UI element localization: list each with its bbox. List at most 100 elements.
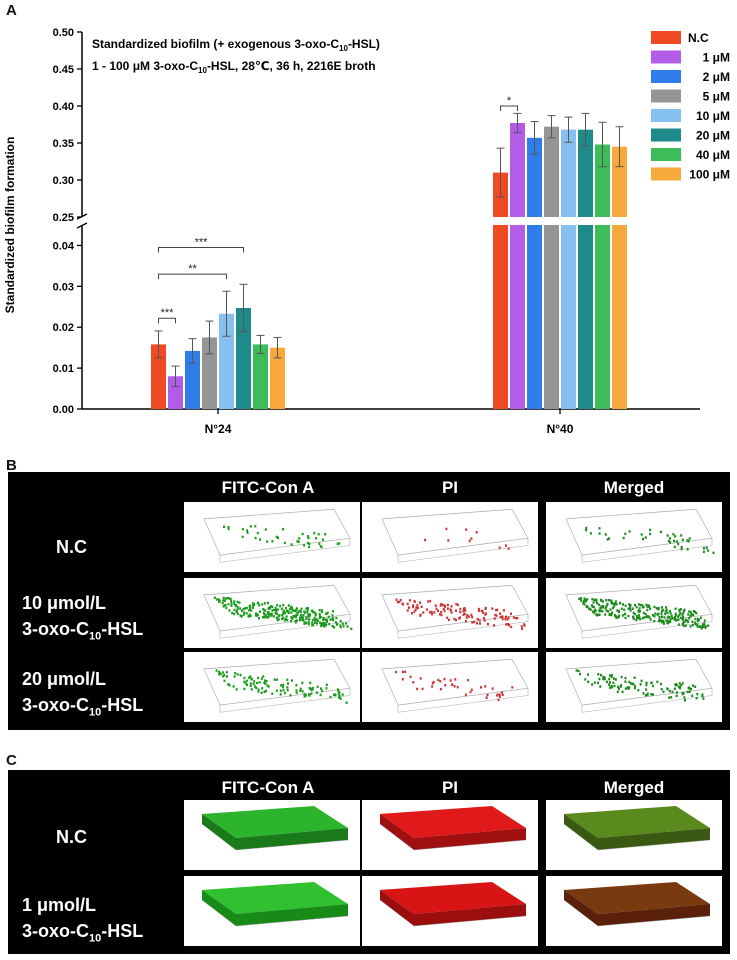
panel-letter-a: A [6, 2, 17, 19]
y-tick-label: 0.03 [53, 281, 74, 293]
legend-label: 5 μM [703, 90, 730, 104]
micrograph-c-r1-c2 [362, 800, 538, 870]
micrograph-b-r3-c2 [362, 652, 538, 722]
bar [595, 225, 610, 409]
panel-c-micrographs: FITC-Con A PI Merged N.C 1 μmol/L 3-oxo-… [8, 770, 730, 954]
legend-label: 1 μM [703, 51, 730, 65]
legend-swatch [651, 167, 681, 181]
legend-label: 10 μM [696, 109, 730, 123]
bar [493, 225, 508, 409]
legend-swatch [651, 70, 681, 83]
legend-swatch [651, 50, 681, 64]
bar [168, 376, 183, 409]
bar [544, 126, 559, 217]
micrograph-b-r2-c2 [362, 578, 538, 648]
panel-c-col-fitc: FITC-Con A [221, 778, 315, 797]
micrograph-b-r1-c1 [184, 502, 360, 572]
bar [544, 225, 559, 409]
y-tick-label: 0.50 [53, 27, 74, 39]
legend-label: 20 μM [696, 129, 730, 143]
bar [578, 129, 593, 217]
significance-bracket [158, 273, 227, 280]
panel-b-row-nc: N.C [56, 537, 87, 557]
legend-label: 40 μM [696, 148, 730, 162]
legend-label: 2 μM [703, 70, 730, 84]
micrograph-b-r1-c2 [362, 502, 538, 572]
panel-letter-c: C [6, 752, 17, 769]
x-tick-label: N°40 [547, 422, 574, 436]
legend-label: 100 μM [689, 168, 730, 182]
legend-swatch [651, 148, 681, 161]
y-tick-label: 0.04 [53, 240, 75, 252]
bar [510, 123, 525, 217]
y-tick-label: 0.02 [53, 322, 74, 334]
bar [612, 225, 627, 409]
bar [253, 344, 268, 409]
significance-bracket [158, 246, 244, 253]
bar [561, 225, 576, 409]
panel-c-row-nc: N.C [56, 827, 87, 847]
y-tick-label: 0.30 [53, 175, 74, 187]
x-tick-label: N°24 [205, 422, 232, 436]
significance-label: *** [195, 236, 209, 248]
y-tick-label: 0.40 [53, 101, 74, 113]
chart-legend: N.C 1 μM 2 μM 5 μM 10 μM 20 μM 40 μM 100 μM [651, 31, 730, 182]
significance-label: *** [161, 307, 175, 319]
bar [219, 313, 234, 409]
chart-bars [151, 112, 627, 409]
legend-swatch [651, 89, 681, 103]
micrograph-b-r1-c3 [546, 502, 722, 572]
bar [185, 350, 200, 409]
y-tick-label: 0.01 [53, 363, 74, 375]
panel-b-col-pi: PI [441, 478, 459, 497]
annotation-line-2: 1 - 100 μM 3-oxo-C10-HSL, 28℃, 36 h, 221… [92, 59, 376, 75]
y-tick-label: 0.35 [53, 138, 74, 150]
bar [510, 225, 525, 409]
bar [151, 344, 166, 409]
bar [561, 129, 576, 217]
chart-axes: 0.00 0.01 0.02 0.03 0.04 0.25 0.30 0.35 0.40 0.45… [53, 27, 700, 436]
micrograph-c-r2-c3 [546, 876, 722, 946]
bar-chart: 0.00 0.01 0.02 0.03 0.04 0.25 0.30 0.35 0.40 0.45… [3, 27, 730, 436]
panel-letter-b: B [6, 457, 17, 474]
legend-swatch [651, 31, 681, 44]
micrograph-c-r2-c1 [184, 876, 360, 946]
bar [527, 225, 542, 409]
micrograph-b-r3-c3 [546, 652, 722, 722]
bar [612, 146, 627, 217]
micrograph-b-r3-c1 [184, 652, 360, 722]
panel-b-micrographs: FITC-Con A PI Merged N.C 10 μmol/L 3-oxo… [8, 472, 730, 730]
bar [527, 137, 542, 217]
micrograph-c-r2-c2 [362, 876, 538, 946]
y-tick-label: 0.00 [53, 404, 74, 416]
significance-bracket [500, 105, 518, 111]
bar [202, 337, 217, 409]
micrograph-b-r2-c3 [546, 578, 722, 648]
y-tick-label: 0.45 [53, 64, 74, 76]
significance-label: ** [188, 263, 197, 275]
bar [236, 308, 251, 409]
panel-b-row-20: 20 μmol/L 3-oxo-C10-HSL [22, 669, 144, 719]
micrograph-b-r2-c1 [184, 578, 360, 648]
y-axis-label: Standardized biofilm formation [3, 137, 17, 314]
panel-c-col-pi: PI [441, 778, 459, 797]
panel-b-row-10: 10 μmol/L 3-oxo-C10-HSL [22, 593, 144, 643]
legend-label: N.C [688, 31, 709, 45]
panel-b-col-merged: Merged [603, 478, 665, 497]
legend-swatch [651, 128, 681, 142]
legend-swatch [651, 109, 681, 122]
bar [270, 347, 285, 409]
significance-markers: ********* [158, 95, 518, 324]
panel-c-row-1: 1 μmol/L 3-oxo-C10-HSL [22, 895, 144, 945]
y-tick-label: 0.25 [53, 212, 74, 224]
bar [595, 144, 610, 217]
annotation-line-1: Standardized biofilm (+ exogenous 3-oxo-… [92, 37, 380, 53]
panel-b-col-fitc: FITC-Con A [221, 478, 315, 497]
panel-c-col-merged: Merged [603, 778, 665, 797]
significance-bracket [158, 317, 176, 324]
bar [578, 225, 593, 409]
micrograph-c-r1-c3 [546, 800, 722, 870]
micrograph-c-r1-c1 [184, 800, 360, 870]
significance-label: * [507, 95, 512, 107]
axis-break-mark [76, 222, 88, 229]
